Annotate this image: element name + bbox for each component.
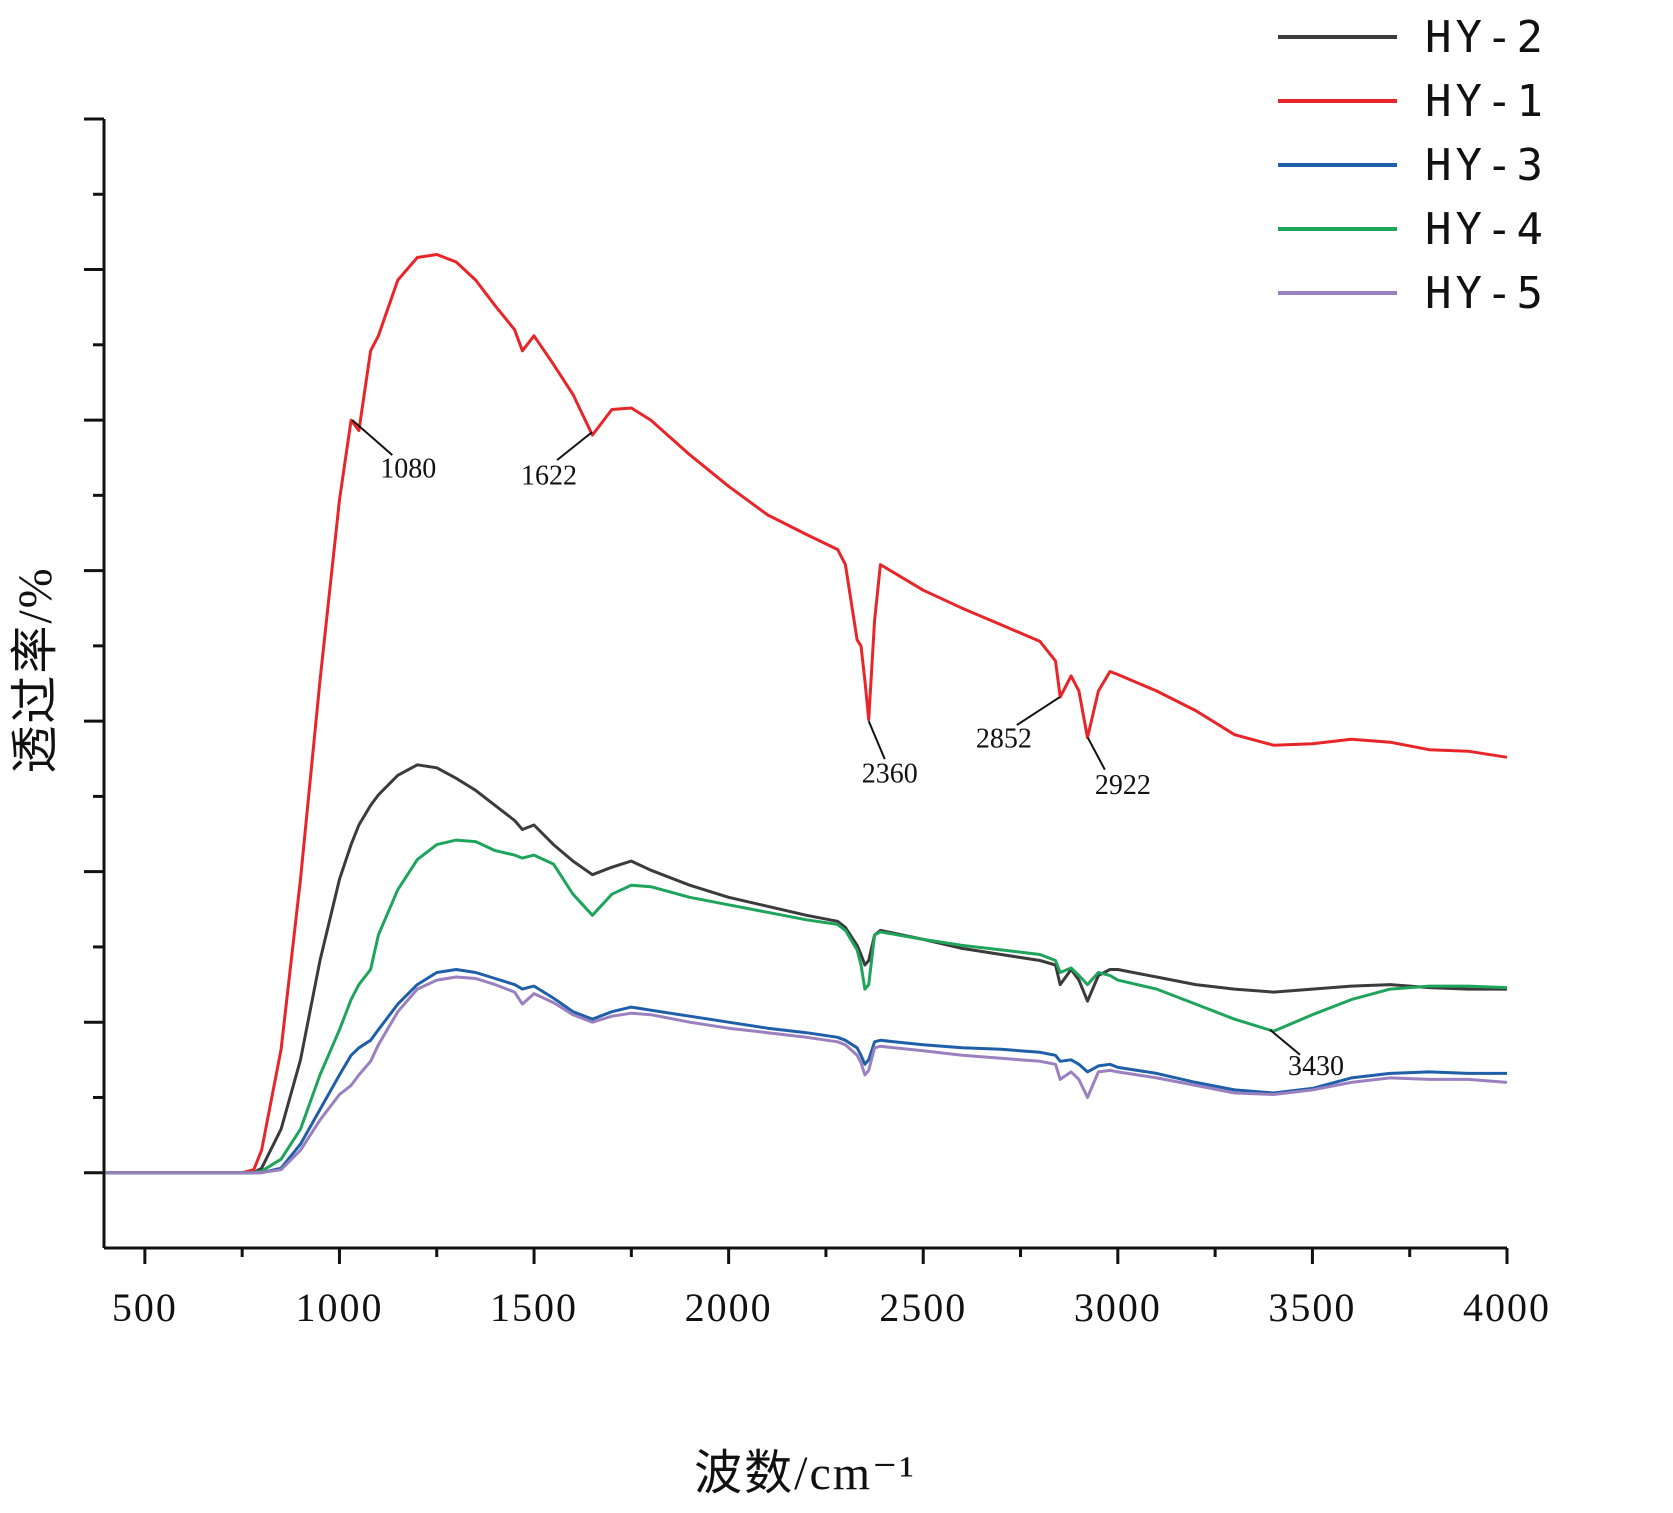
annotation-leader [351,419,393,456]
annotation-leader [867,720,886,760]
legend-label: HY-2 [1425,12,1547,63]
annotation-label: 2360 [862,759,918,790]
annotation-label: 1622 [521,461,577,492]
series-line [105,838,1508,1175]
x-tick-label: 4000 [1463,1285,1551,1330]
annotation-label: 3430 [1288,1051,1344,1082]
annotation-label: 2922 [1095,770,1151,801]
y-axis-label: 透过率/% [9,566,62,773]
series-line [105,975,1508,1175]
series-line [105,968,1507,1175]
series-line [105,253,1508,1175]
legend-label: HY-4 [1425,204,1547,255]
x-tick-label: 3500 [1268,1285,1356,1330]
annotation-leader [1269,1028,1301,1056]
annotation-leader [1016,696,1061,726]
x-tick-label: 2500 [879,1285,967,1330]
x-tick-label: 500 [112,1285,178,1330]
annotation-leader [556,431,593,461]
x-tick-label: 1000 [295,1285,383,1330]
x-tick-label: 3000 [1074,1285,1162,1330]
x-tick-label: 2000 [685,1285,773,1330]
legend-label: HY-5 [1425,268,1547,319]
legend-label: HY-3 [1425,140,1547,191]
x-axis-label: 波数/cm⁻¹ [694,1447,916,1500]
annotation-label: 2852 [976,723,1032,754]
series-line [105,763,1507,1175]
x-tick-label: 1500 [490,1285,578,1330]
annotation-leader [1086,737,1106,771]
legend-label: HY-1 [1425,76,1547,127]
annotation-label: 1080 [380,453,436,484]
